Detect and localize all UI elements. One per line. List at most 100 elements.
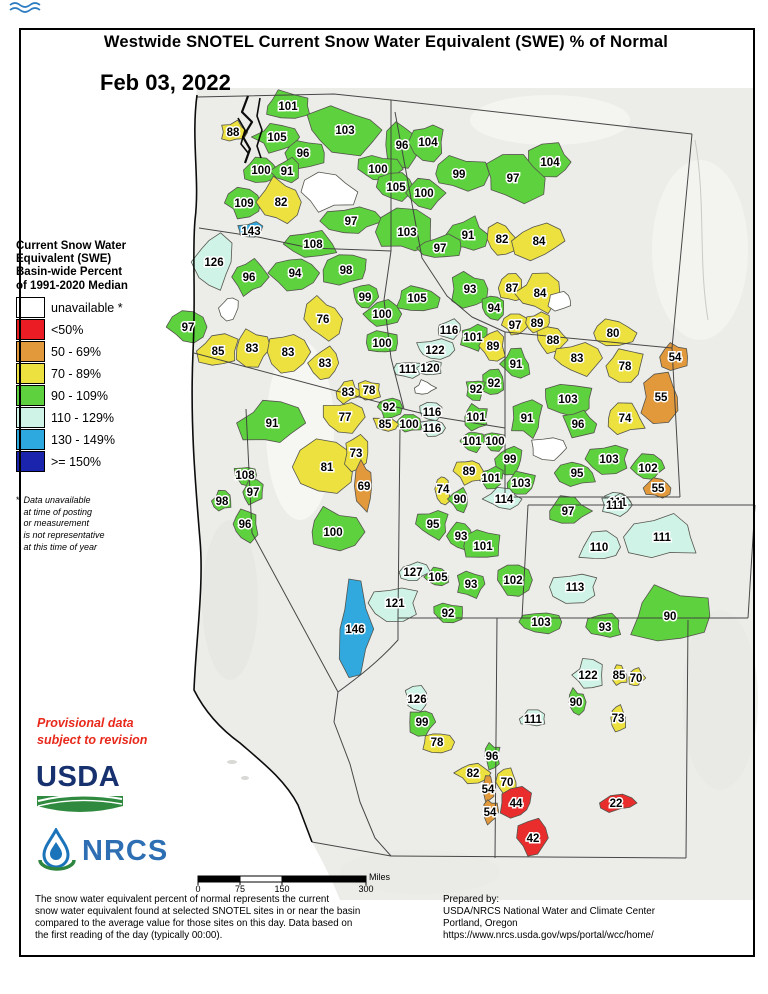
basin-label-126: 126 bbox=[204, 257, 223, 269]
usda-logo: USDA bbox=[36, 763, 124, 821]
basin-label-83: 83 bbox=[319, 358, 332, 370]
legend-items: unavailable * <50% 50 - 69% 70 - 89% 90 - 10… bbox=[16, 297, 164, 473]
basin-89 bbox=[478, 330, 506, 362]
basin-69 bbox=[353, 459, 373, 513]
basin-label-83: 83 bbox=[571, 353, 584, 365]
basin-55 bbox=[640, 371, 679, 425]
basin-109 bbox=[223, 186, 261, 220]
basin-label-84: 84 bbox=[533, 236, 546, 248]
basin-label-95: 95 bbox=[571, 468, 584, 480]
state-border-wy-east bbox=[671, 347, 681, 498]
basin-100 bbox=[405, 177, 447, 211]
legend-item-label: >= 150% bbox=[51, 454, 102, 469]
basin-label-55: 55 bbox=[652, 483, 665, 495]
terrain-layer bbox=[192, 88, 758, 900]
basin-105 bbox=[375, 172, 414, 202]
basin-label-69: 69 bbox=[358, 481, 371, 493]
basin-label-97: 97 bbox=[247, 487, 260, 499]
basin-label-98: 98 bbox=[216, 496, 229, 508]
basin-label-78: 78 bbox=[619, 361, 632, 373]
basin-105 bbox=[250, 123, 301, 154]
basin-label-73: 73 bbox=[350, 448, 363, 460]
basin-label-97: 97 bbox=[509, 320, 522, 332]
basin-label-100: 100 bbox=[368, 164, 387, 176]
basin-97 bbox=[242, 479, 264, 506]
basin-label-103: 103 bbox=[558, 394, 577, 406]
basin-98 bbox=[322, 254, 367, 286]
basin-81 bbox=[291, 438, 354, 494]
basin-99 bbox=[409, 710, 437, 737]
basin-91 bbox=[499, 347, 531, 379]
basin-label-93: 93 bbox=[465, 579, 478, 591]
nrcs-logo: NRCS bbox=[36, 828, 168, 874]
basin-label-105: 105 bbox=[407, 293, 427, 305]
water-drop-icon bbox=[38, 828, 76, 871]
basin-77 bbox=[322, 402, 366, 434]
basin-label-92: 92 bbox=[383, 402, 396, 414]
legend-swatch bbox=[16, 429, 45, 451]
basin-78 bbox=[605, 348, 644, 383]
legend: Current Snow Water Equivalent (SWE) Basi… bbox=[16, 240, 164, 553]
basin-label-120: 120 bbox=[420, 363, 439, 375]
basin-label-100: 100 bbox=[323, 527, 342, 539]
basin-label-99: 99 bbox=[453, 169, 466, 181]
legend-item-2: 50 - 69% bbox=[16, 341, 164, 363]
basin-label-44: 44 bbox=[510, 798, 523, 810]
legend-swatch bbox=[16, 363, 45, 385]
basin-fill-layer bbox=[165, 89, 711, 857]
basin-127 bbox=[398, 561, 431, 581]
legend-item-1: <50% bbox=[16, 319, 164, 341]
state-border-nv-ca bbox=[245, 408, 392, 857]
basin-label-108: 108 bbox=[235, 470, 255, 482]
basin-78 bbox=[422, 733, 456, 754]
basin-label-89: 89 bbox=[531, 318, 544, 330]
basin-105 bbox=[423, 566, 450, 587]
basin-label-126: 126 bbox=[407, 694, 426, 706]
basin-label-113: 113 bbox=[566, 582, 585, 594]
basin-label-95: 95 bbox=[427, 519, 440, 531]
basin-label-96: 96 bbox=[396, 140, 409, 152]
basin-100 bbox=[362, 299, 403, 327]
basin-103 bbox=[584, 444, 629, 475]
basin-label-99: 99 bbox=[359, 292, 372, 304]
basin-54 bbox=[483, 799, 500, 826]
basin-76 bbox=[303, 295, 344, 342]
legend-item-4: 90 - 109% bbox=[16, 385, 164, 407]
basin-label-93: 93 bbox=[455, 531, 468, 543]
basin-label-97: 97 bbox=[182, 322, 195, 334]
relief-patch bbox=[470, 95, 630, 145]
basin-label-102: 102 bbox=[638, 463, 657, 475]
basin-label-90: 90 bbox=[664, 611, 677, 623]
legend-item-label: 90 - 109% bbox=[51, 388, 108, 403]
basin-label-97: 97 bbox=[345, 216, 358, 228]
scale-tick-75: 75 bbox=[234, 884, 245, 894]
basin-label-103: 103 bbox=[335, 125, 354, 137]
basin-94 bbox=[267, 258, 321, 292]
map-date: Feb 03, 2022 bbox=[100, 70, 231, 95]
basin-label-101: 101 bbox=[473, 541, 493, 553]
basin-label-111: 111 bbox=[653, 532, 672, 544]
basin-label-103: 103 bbox=[531, 617, 550, 629]
basin-unlabeled bbox=[531, 437, 567, 461]
basin-146 bbox=[338, 578, 375, 678]
basin-label-81: 81 bbox=[321, 462, 334, 474]
page-title: Westwide SNOTEL Current Snow Water Equiv… bbox=[103, 33, 669, 51]
legend-item-0: unavailable * bbox=[16, 297, 164, 319]
basin-label-94: 94 bbox=[289, 268, 302, 280]
basin-label-104: 104 bbox=[540, 157, 560, 169]
basin-83 bbox=[307, 345, 340, 381]
basin-label-100: 100 bbox=[485, 436, 504, 448]
land-area bbox=[192, 88, 754, 900]
basin-100 bbox=[311, 505, 366, 552]
basin-label-93: 93 bbox=[599, 622, 612, 634]
basin-111 bbox=[518, 709, 546, 727]
basin-label-74: 74 bbox=[437, 484, 450, 496]
scale-tick-0: 0 bbox=[195, 884, 201, 894]
basin-99 bbox=[352, 284, 380, 309]
basin-label-70: 70 bbox=[630, 673, 643, 685]
basin-label-111: 111 bbox=[399, 364, 418, 376]
basin-label-84: 84 bbox=[534, 288, 547, 300]
island bbox=[227, 760, 237, 764]
basin-label-82: 82 bbox=[275, 197, 288, 209]
relief-patch bbox=[682, 610, 758, 790]
